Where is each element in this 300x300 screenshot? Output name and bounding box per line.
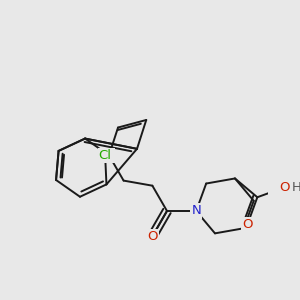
Text: H: H (292, 181, 300, 194)
Text: O: O (280, 181, 290, 194)
Text: O: O (242, 218, 253, 231)
Text: N: N (191, 205, 201, 218)
Text: N: N (104, 149, 114, 162)
Text: O: O (147, 230, 158, 243)
Text: Cl: Cl (99, 149, 112, 162)
